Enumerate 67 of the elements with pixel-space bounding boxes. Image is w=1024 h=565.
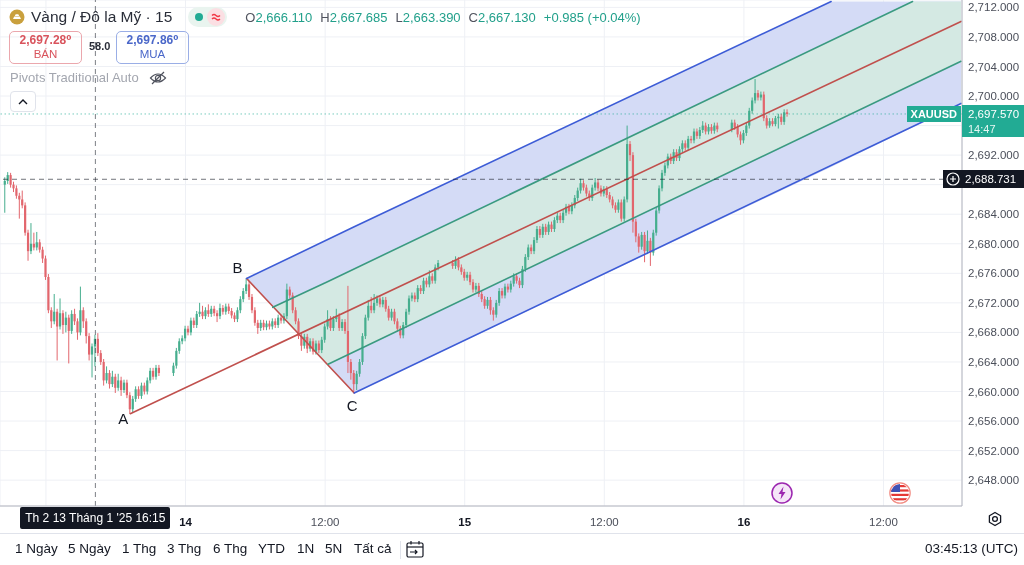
annotation: XAUUSD xyxy=(910,107,957,120)
text: 1 Thg xyxy=(122,541,157,556)
candlestick xyxy=(221,304,224,316)
x-tick-label: 12:00 xyxy=(869,516,898,528)
y-tick-label: 2,680.000 xyxy=(968,237,1020,250)
y-tick-label: 2,684.000 xyxy=(968,208,1020,221)
y-tick-label: 2,700.000 xyxy=(968,90,1020,103)
candlestick xyxy=(538,225,541,239)
candlestick xyxy=(785,108,789,118)
annotation: +0.985 (+0.04%) xyxy=(543,9,641,25)
y-tick-label: 2,668.000 xyxy=(968,326,1020,339)
annotation: H2,667.685 xyxy=(320,9,388,25)
candlestick xyxy=(120,376,123,397)
y-tick-label: 2,708.000 xyxy=(968,31,1020,44)
candlestick xyxy=(530,244,533,255)
ref-line-label: 2,697.570 xyxy=(968,106,1020,122)
y-tick-label: 2,676.000 xyxy=(968,267,1020,280)
text: 1 Ngày xyxy=(15,541,58,556)
annotation: 2,697.28⁰ xyxy=(18,33,73,47)
y-tick-label: 2,656.000 xyxy=(968,415,1020,428)
text: YTD xyxy=(258,541,285,556)
x-tick-label: 12:00 xyxy=(310,516,340,528)
x-tick-label: 16 xyxy=(737,516,751,528)
x-tick-label: 14 xyxy=(179,516,193,528)
annotation: A xyxy=(118,409,129,427)
price-button: 2,697.28⁰ BÁN xyxy=(9,31,82,64)
annotation: B xyxy=(232,259,243,277)
candlestick xyxy=(474,282,477,294)
text: 5N xyxy=(325,541,343,556)
candlestick xyxy=(70,309,73,335)
candlestick xyxy=(157,364,161,377)
y-tick-label: 2,652.000 xyxy=(968,444,1020,457)
text: 14:47 xyxy=(968,122,996,135)
annotation: BÁN xyxy=(32,47,59,61)
y-tick-label: 2,664.000 xyxy=(968,356,1020,369)
text: 5 Ngày xyxy=(68,541,111,556)
annotation: O2,666.110 xyxy=(245,9,313,25)
candlestick xyxy=(67,314,70,364)
text: 3 Thg xyxy=(167,541,202,556)
y-tick-label: 2,672.000 xyxy=(968,296,1020,309)
price-button: 2,697.86⁰ MUA xyxy=(116,31,189,64)
y-tick-label: 2,712.000 xyxy=(968,1,1020,14)
ref-line-label: 2,688.731 xyxy=(965,172,1017,188)
text: 1N xyxy=(297,541,315,556)
y-tick-label: 2,660.000 xyxy=(968,385,1020,398)
annotation: MUA xyxy=(138,47,167,61)
annotation: Pivots Traditional Auto xyxy=(10,70,139,85)
candlestick xyxy=(620,198,623,223)
text: 03:45:13 (UTC) xyxy=(924,541,1018,556)
annotation: L2,663.390 xyxy=(395,9,461,25)
x-tick-label: 12:00 xyxy=(589,516,619,528)
y-tick-label: 2,648.000 xyxy=(968,474,1020,487)
y-tick-label: 2,692.000 xyxy=(968,149,1020,162)
candlestick xyxy=(3,176,6,214)
text: Vàng / Đô la Mỹ · 15 xyxy=(31,8,173,26)
candlestick xyxy=(341,318,344,332)
annotation: 2,697.86⁰ xyxy=(125,33,180,47)
y-tick-label: 2,704.000 xyxy=(968,60,1020,73)
candlestick xyxy=(35,231,38,251)
annotation: C2,667.130 xyxy=(468,9,536,25)
candlestick xyxy=(79,286,82,336)
ref-line-label: Th 2 13 Tháng 1 '25 16:15 xyxy=(25,511,166,525)
text: 6 Thg xyxy=(213,541,248,556)
x-tick-label: 15 xyxy=(458,516,472,528)
text: Tất cả xyxy=(354,541,392,556)
annotation: 58.0 xyxy=(89,40,111,52)
annotation: C xyxy=(346,396,358,414)
